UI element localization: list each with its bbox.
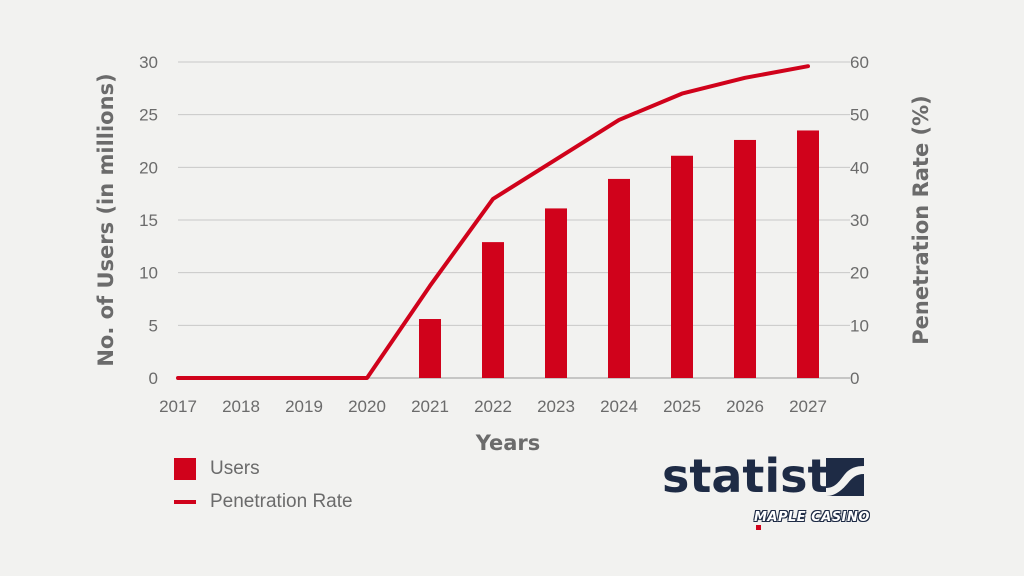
bar	[482, 242, 504, 378]
bar	[671, 155, 693, 378]
y-tick-label-left: 10	[139, 264, 158, 283]
legend-label-users: Users	[210, 458, 260, 479]
x-tick-label: 2026	[726, 397, 764, 416]
y-tick-label-left: 20	[139, 158, 158, 177]
series-line	[176, 64, 810, 380]
brand-logos: statista MAPLE CASINO	[662, 446, 872, 536]
y-tick-label-left: 30	[139, 53, 158, 72]
x-tick-label: 2020	[348, 397, 386, 416]
y-tick-label-left: 25	[139, 106, 158, 125]
maple-casino-logo-text: MAPLE CASINO	[754, 510, 870, 526]
x-tick-label: 2019	[285, 397, 323, 416]
legend-swatch-line	[174, 500, 196, 504]
y-tick-label-right: 40	[850, 158, 869, 177]
statista-logo-icon	[826, 458, 864, 496]
bar	[734, 139, 756, 378]
y-axis-right-title: Penetration Rate (%)	[909, 95, 933, 345]
y-tick-label-right: 50	[850, 106, 869, 125]
y-tick-label-right: 10	[850, 316, 869, 335]
y-tick-label-left: 15	[139, 211, 158, 230]
x-axis-title: Years	[475, 431, 541, 455]
bars-users	[419, 130, 819, 378]
y-tick-label-right: 60	[850, 53, 869, 72]
line-penetration-rate	[176, 64, 810, 380]
x-tick-label: 2021	[411, 397, 449, 416]
bar	[419, 319, 441, 378]
y-axis-left-ticks: 0 5 10 15 20 25 30	[139, 53, 158, 388]
x-axis-ticks: 2017 2018 2019 2020 2021 2022 2023 2024 2025 2026…	[159, 397, 827, 416]
legend-item-penetration-rate: Penetration Rate	[174, 487, 353, 517]
legend-item-users: Users	[174, 454, 353, 484]
x-tick-label: 2024	[600, 397, 638, 416]
y-axis-left-title: No. of Users (in millions)	[94, 73, 118, 366]
legend-swatch-bar	[174, 458, 196, 480]
bar	[608, 178, 630, 378]
y-tick-label-right: 20	[850, 264, 869, 283]
bar	[545, 208, 567, 378]
x-tick-label: 2023	[537, 397, 575, 416]
x-tick-label: 2025	[663, 397, 701, 416]
bar	[797, 130, 819, 378]
y-tick-label-right: 0	[850, 369, 859, 388]
x-tick-label: 2022	[474, 397, 512, 416]
legend-label-penetration-rate: Penetration Rate	[210, 491, 353, 512]
y-tick-label-left: 0	[149, 369, 158, 388]
maple-leaf-icon	[756, 525, 761, 530]
x-tick-label: 2027	[789, 397, 827, 416]
y-axis-right-ticks: 0 10 20 30 40 50 60	[850, 53, 869, 388]
legend: Users Penetration Rate	[174, 454, 353, 520]
y-tick-label-right: 30	[850, 211, 869, 230]
x-tick-label: 2018	[222, 397, 260, 416]
y-tick-label-left: 5	[149, 316, 158, 335]
gridlines	[178, 61, 850, 379]
x-tick-label: 2017	[159, 397, 197, 416]
maple-casino-logo: MAPLE CASINO	[754, 510, 872, 540]
